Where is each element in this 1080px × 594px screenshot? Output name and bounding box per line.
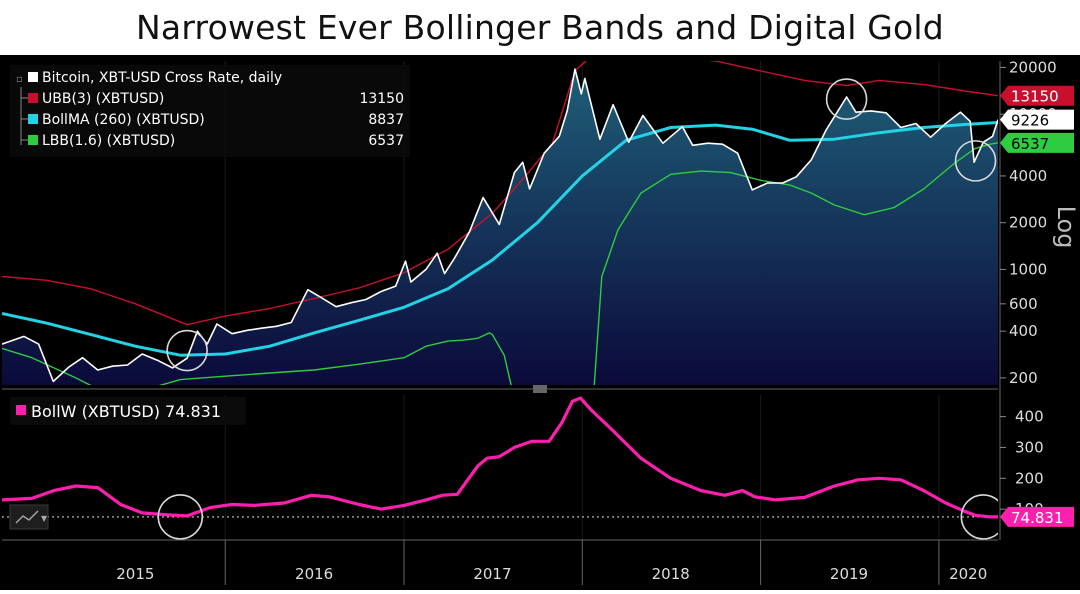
- last-value-tag-label: 9226: [1011, 112, 1049, 130]
- legend-label-bollma-260-xbtusd: BollMA (260) (XBTUSD): [42, 112, 205, 128]
- scale-label: Log: [1052, 206, 1080, 249]
- lower-y-axis: 400300200100: [1000, 408, 1044, 518]
- x-tick-label: 2020: [949, 565, 987, 583]
- upper-plot: [2, 61, 998, 385]
- y-tick-label: 4000: [1009, 167, 1047, 185]
- y-tick-label: 400: [1015, 408, 1044, 426]
- last-value-tag: [1000, 109, 1074, 130]
- last-value-tag-label: 13150: [1011, 88, 1059, 106]
- y-tick-label: 20000: [1009, 58, 1057, 76]
- upper-y-axis: 2000010000400020001000600400200: [1000, 58, 1057, 387]
- legend-swatch-lbb-1-6-xbtusd: [28, 135, 38, 145]
- series-line-bollw-xbtusd: [2, 396, 998, 519]
- last-value-tag-label: 6537: [1011, 135, 1049, 153]
- chevron-down-icon: ▼: [41, 514, 48, 523]
- last-value-tag: [1000, 85, 1074, 106]
- chart-svg: 2000010000400020001000600400200 40030020…: [2, 58, 1080, 585]
- line-chart-icon: [15, 510, 39, 524]
- price-legend: ▫ Bitcoin, XBT-USD Cross Rate, daily UBB…: [10, 65, 410, 157]
- series-line-lbb-1-6-xbtusd: [2, 142, 998, 385]
- bandwidth-legend-swatch: [16, 405, 26, 415]
- highlight-circle: [157, 494, 204, 540]
- legend-box: [10, 65, 410, 157]
- legend-collapse-icon[interactable]: ▫: [16, 74, 23, 85]
- y-tick-label: 300: [1015, 438, 1044, 456]
- lower-value-tags: 74.831: [1000, 506, 1074, 527]
- lower-plot: [2, 396, 998, 540]
- y-tick-label: 400: [1009, 322, 1038, 340]
- bandwidth-legend-label: BollW (XBTUSD) 74.831: [31, 402, 221, 421]
- chart-title: Narrowest Ever Bollinger Bands and Digit…: [136, 8, 944, 47]
- last-value-tag: [1000, 132, 1074, 153]
- highlight-circle: [825, 78, 868, 120]
- last-value-tag: [1000, 506, 1074, 527]
- chart-type-button[interactable]: ▼: [9, 504, 49, 530]
- panel-resize-handle[interactable]: [533, 385, 547, 393]
- y-tick-label: 200: [1015, 469, 1044, 487]
- legend-label-lbb-1-6-xbtusd: LBB(1.6) (XBTUSD): [42, 133, 175, 149]
- chart-area: 2000010000400020001000600400200 40030020…: [0, 55, 1080, 590]
- series-line-ubb-3-xbtusd: [2, 61, 998, 326]
- series-line-bollma-260-xbtusd: [2, 121, 998, 357]
- x-tick-label: 2015: [116, 565, 154, 583]
- y-tick-label: 2000: [1009, 214, 1047, 232]
- x-tick-label: 2019: [830, 565, 868, 583]
- series-line-bitcoin-xbt-usd-cross-rate-daily: [2, 68, 998, 383]
- highlight-circle: [960, 494, 998, 540]
- highlight-circle: [954, 140, 997, 182]
- legend-swatch-bollma-260-xbtusd: [28, 114, 38, 124]
- y-tick-label: 1000: [1009, 260, 1047, 278]
- y-tick-label: 600: [1009, 295, 1038, 313]
- x-tick-label: 2017: [473, 565, 511, 583]
- legend-value-ubb-3-xbtusd: 13150: [359, 91, 404, 107]
- bandwidth-legend: BollW (XBTUSD) 74.831: [10, 397, 246, 425]
- x-axis: 2015 2016 2017 2018 2019 2020: [116, 540, 987, 585]
- price-area: [2, 69, 998, 385]
- x-tick-label: 2016: [295, 565, 333, 583]
- upper-value-tags: 13150 9226 6537: [1000, 85, 1074, 153]
- legend-swatch-ubb-3-xbtusd: [28, 93, 38, 103]
- legend-value-bollma-260-xbtusd: 8837: [368, 112, 404, 128]
- legend-value-lbb-1-6-xbtusd: 6537: [368, 133, 404, 149]
- y-tick-label: 200: [1009, 369, 1038, 387]
- x-tick-label: 2018: [652, 565, 690, 583]
- last-value-tag-label: 74.831: [1011, 509, 1064, 527]
- highlight-circle: [166, 329, 208, 372]
- legend-header: Bitcoin, XBT-USD Cross Rate, daily: [42, 70, 282, 86]
- bandwidth-legend-box: [10, 397, 246, 425]
- legend-price-swatch: [28, 72, 38, 82]
- legend-label-ubb-3-xbtusd: UBB(3) (XBTUSD): [42, 91, 164, 107]
